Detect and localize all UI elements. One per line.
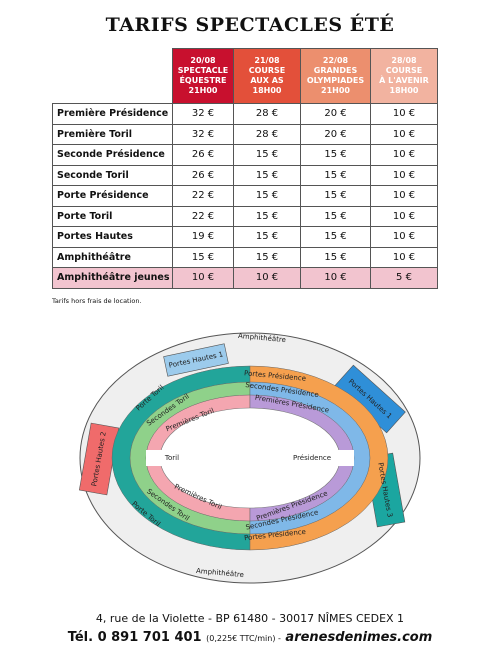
price: 10 € [233, 267, 301, 289]
header-line: 21H00 [321, 86, 350, 95]
price: 10 € [172, 267, 234, 289]
phone: Tél. 0 891 701 401 [67, 630, 202, 645]
header-line: GRANDES [313, 66, 358, 75]
header-line: 18H00 [252, 86, 282, 95]
website: arenesdenimes.com [285, 630, 433, 645]
header-line: 21/08 [254, 56, 280, 65]
price-row: Amphithéâtre 15 €15 €15 €10 € [52, 246, 438, 268]
header-line: 22/08 [322, 56, 349, 65]
column-header: 22/08 GRANDES OLYMPIADES 21H00 [300, 48, 371, 104]
header-line: 20/08 [190, 56, 216, 65]
title: TARIFS SPECTACLES ÉTÉ [105, 14, 395, 36]
contact-line: Tél. 0 891 701 401 (0,225€ TTC/min) - ar… [0, 630, 500, 645]
header-line: 21H00 [188, 86, 218, 95]
zone-label: Toril [164, 454, 179, 462]
toril-gate [146, 450, 162, 466]
header-line: SPECTACLE [177, 66, 229, 75]
header-row: 20/08 SPECTACLE ÉQUESTRE 21H00 21/08 COURSE AU… [53, 48, 438, 104]
header-line: 18H00 [389, 86, 419, 95]
address: 4, rue de la Violette - BP 61480 - 30017… [95, 612, 405, 625]
header-line: 28/08 [391, 56, 417, 65]
header-line: COURSE [248, 66, 286, 75]
price-table: 20/08 SPECTACLE ÉQUESTRE 21H00 21/08 COURSE AU… [52, 48, 438, 289]
header-line: À L'AVENIR [379, 76, 429, 85]
note: Tarifs hors frais de location. [52, 297, 142, 305]
table-body: Première Présidence 32 €28 €20 €10 € Premi… [52, 103, 438, 289]
seat-category: Amphithéâtre jeunes [52, 267, 173, 289]
header-line: OLYMPIADES [306, 76, 365, 85]
price-row: Porte Présidence 22 €15 €15 €10 € [52, 185, 438, 207]
price-row: Seconde Présidence 26 €15 €15 €10 € [52, 144, 438, 166]
header-line: AUX AS [250, 76, 284, 85]
column-header: 28/08 COURSE À L'AVENIR 18H00 [370, 48, 438, 104]
portes-hautes-1-block [163, 343, 229, 377]
price: 10 € [300, 267, 371, 289]
price-row: Amphithéâtre jeunes 10 €10 €10 €5 € [52, 267, 438, 289]
price-row: Seconde Toril 26 €15 €15 €10 € [52, 164, 438, 186]
header-line: ÉQUESTRE [179, 76, 227, 85]
header-line: COURSE [385, 66, 423, 75]
price-row: Première Toril 32 €28 €20 €10 € [52, 123, 438, 145]
zone-label: Présidence [293, 454, 331, 462]
price-row: Portes Hautes 19 €15 €15 €10 € [52, 226, 438, 248]
price: 5 € [370, 267, 438, 289]
presidence-gate [338, 450, 354, 466]
rate: (0,225€ TTC/min) - [206, 634, 281, 643]
